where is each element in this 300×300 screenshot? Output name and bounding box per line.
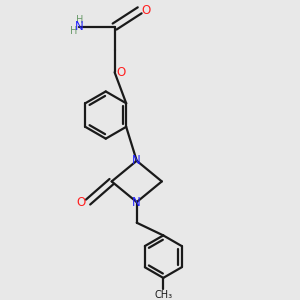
Text: O: O xyxy=(76,196,85,208)
Text: N: N xyxy=(132,154,141,167)
Text: CH₃: CH₃ xyxy=(154,290,172,300)
Text: H: H xyxy=(70,26,78,36)
Text: H: H xyxy=(76,15,83,25)
Text: O: O xyxy=(116,66,126,79)
Text: N: N xyxy=(75,20,84,33)
Text: N: N xyxy=(132,196,141,208)
Text: O: O xyxy=(142,4,151,17)
